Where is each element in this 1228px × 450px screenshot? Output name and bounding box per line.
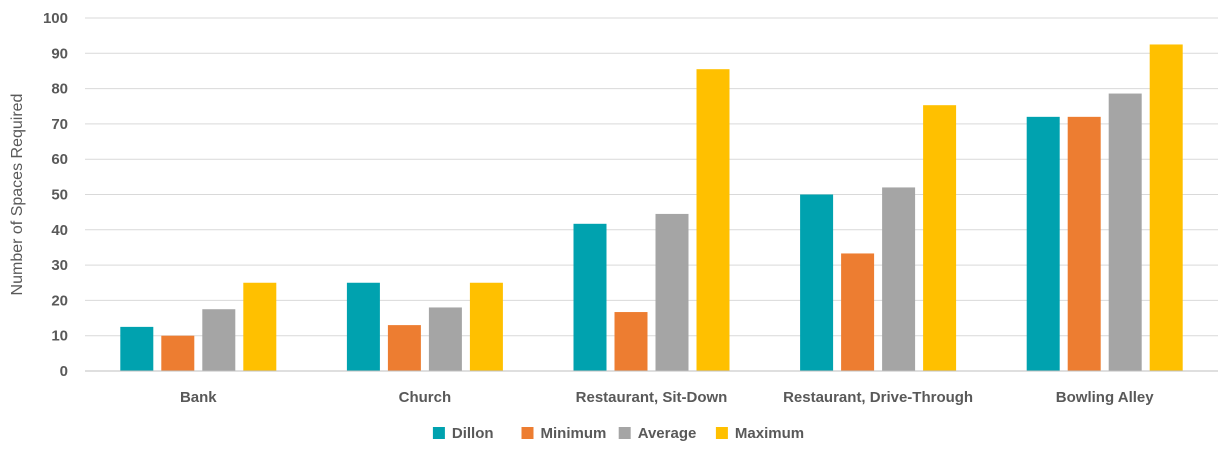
legend-swatch bbox=[521, 427, 534, 439]
legend-item-maximum: Maximum bbox=[715, 425, 804, 442]
bar-maximum-4 bbox=[1149, 44, 1183, 371]
x-tick-label: Bank bbox=[180, 389, 217, 406]
bar-minimum-3 bbox=[841, 253, 875, 371]
legend-label: Average bbox=[638, 425, 697, 442]
y-tick-label: 0 bbox=[60, 363, 68, 380]
legend-swatch bbox=[432, 427, 445, 439]
bar-dillon-4 bbox=[1026, 116, 1060, 371]
legend-swatch bbox=[715, 427, 728, 439]
y-axis-ticks: 0 10 20 30 40 50 60 70 80 90 100 bbox=[43, 10, 68, 380]
legend-label: Maximum bbox=[735, 425, 804, 442]
legend-item-minimum: Minimum bbox=[521, 425, 607, 442]
y-tick-label: 60 bbox=[51, 151, 68, 168]
y-tick-label: 40 bbox=[51, 222, 68, 239]
bar-dillon-0 bbox=[120, 326, 154, 371]
y-tick-label: 80 bbox=[51, 81, 68, 98]
bar-average-3 bbox=[882, 187, 916, 371]
bar-average-4 bbox=[1108, 93, 1142, 372]
y-tick-label: 100 bbox=[43, 10, 68, 27]
legend: Dillon Minimum Average Maximum bbox=[432, 425, 804, 442]
y-tick-label: 90 bbox=[51, 45, 68, 62]
y-axis-title: Number of Spaces Required bbox=[9, 94, 26, 296]
bar-maximum-0 bbox=[243, 282, 277, 371]
legend-item-average: Average bbox=[618, 425, 697, 442]
legend-swatch bbox=[618, 427, 631, 439]
y-tick-label: 70 bbox=[51, 116, 68, 133]
x-tick-label: Church bbox=[399, 389, 452, 406]
y-tick-label: 30 bbox=[51, 257, 68, 274]
bar-average-2 bbox=[655, 213, 689, 371]
x-tick-label: Restaurant, Sit-Down bbox=[576, 389, 728, 406]
y-tick-label: 10 bbox=[51, 328, 68, 345]
bar-dillon-2 bbox=[573, 223, 607, 371]
legend-label: Minimum bbox=[541, 425, 607, 442]
legend-item-dillon: Dillon bbox=[432, 425, 494, 442]
bar-minimum-2 bbox=[614, 312, 648, 371]
bar-average-1 bbox=[428, 307, 462, 371]
bars bbox=[120, 44, 1183, 372]
legend-label: Dillon bbox=[452, 425, 494, 442]
bar-dillon-1 bbox=[346, 282, 380, 371]
bar-maximum-3 bbox=[923, 105, 957, 371]
bar-average-0 bbox=[202, 309, 236, 371]
y-tick-label: 20 bbox=[51, 292, 68, 309]
bar-minimum-1 bbox=[387, 325, 421, 371]
x-tick-label: Restaurant, Drive-Through bbox=[783, 389, 973, 406]
bar-maximum-1 bbox=[469, 282, 503, 371]
bar-dillon-3 bbox=[800, 194, 834, 371]
bar-maximum-2 bbox=[696, 69, 730, 371]
y-tick-label: 50 bbox=[51, 187, 68, 204]
bar-minimum-4 bbox=[1067, 116, 1101, 371]
bar-minimum-0 bbox=[161, 335, 195, 371]
x-axis-ticks: Bank Church Restaurant, Sit-Down Restaurant… bbox=[180, 389, 1154, 406]
x-tick-label: Bowling Alley bbox=[1056, 389, 1154, 406]
